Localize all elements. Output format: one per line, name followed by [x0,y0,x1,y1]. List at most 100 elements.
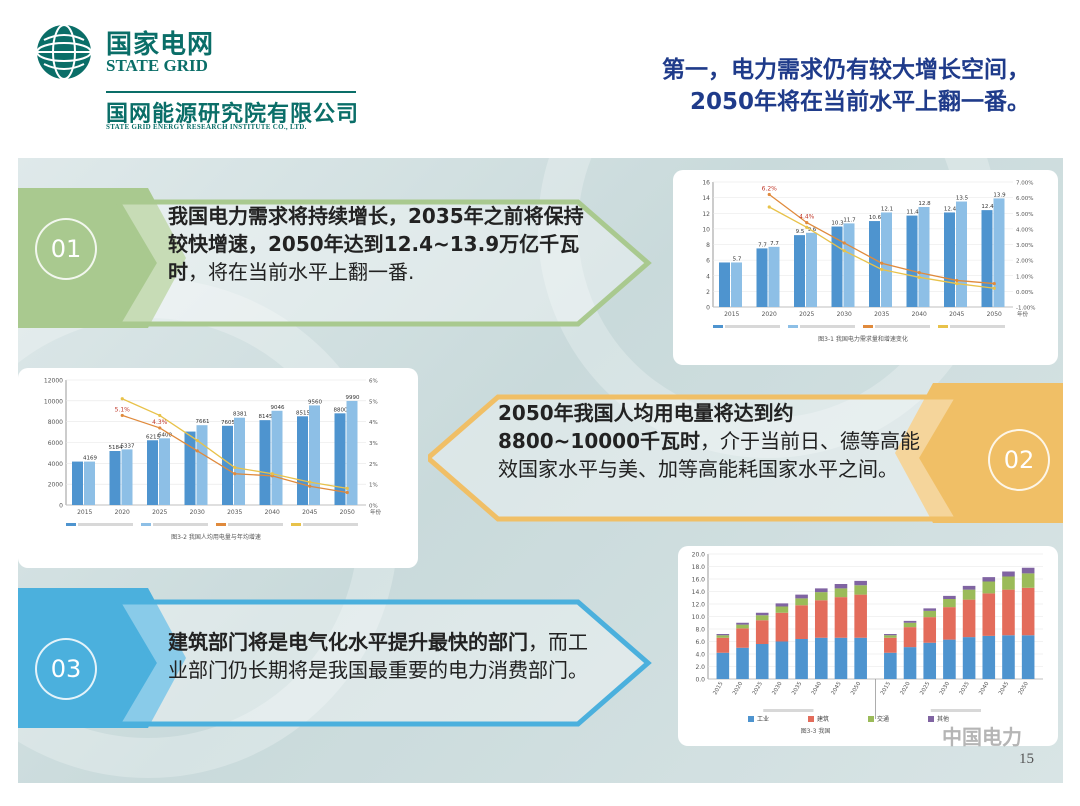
x-tick-label: 2020 [900,681,912,697]
stacked-segment [962,589,976,600]
stacked-segment [884,637,897,653]
x-tick-label: 2020 [115,509,130,516]
legend-entry-placeholder [800,325,855,328]
y-tick-label: 6.0 [695,639,705,646]
stacked-segment [1002,571,1015,577]
y2-tick-label: 4.00% [1016,227,1033,233]
bar-label: 5.7 [733,256,742,262]
stacked-segment [923,617,937,643]
org-name-cn: 国家电网 [106,30,215,60]
y2-tick-label: 3.00% [1016,243,1033,249]
x-tick-label: 2040 [978,681,990,697]
stacked-segment [923,610,937,618]
legend-swatch [808,716,814,722]
chart-card-2: 0 2000 4000 6000 8000 10000 12000 0% 1% 2% 3% 4% 5% 6… [18,368,418,568]
growth-point [805,221,809,225]
stacked-segment [1002,576,1015,590]
y-tick-label: 2.0 [695,664,705,671]
stacked-segment [854,585,867,595]
legend-entry-placeholder [153,523,208,526]
growth-point [805,225,809,229]
x-tick-label: 2035 [227,509,242,516]
growth-label: 5.1% [115,406,131,413]
org-name-en: STATE GRID [106,56,208,75]
growth-point [120,413,124,418]
stacked-segment [903,627,917,648]
x-tick-label: 2035 [791,681,803,697]
x-tick-label: 2030 [190,509,205,516]
bar-label: 7.7 [758,242,767,248]
y-tick-label: 0 [706,305,710,312]
growth-point [233,465,237,470]
bar-label: 9.5 [796,229,805,235]
bar [981,210,993,307]
stacked-segment [943,607,956,640]
stacked-segment [814,588,828,593]
growth-point [992,281,996,286]
y-tick-label: 18.0 [692,564,706,571]
stacked-segment [854,637,867,679]
bar-label: 8145 [259,414,273,420]
growth-point [158,426,162,430]
y2-tick-label: 6% [369,379,378,385]
growth-point [767,205,771,209]
growth-point [767,192,771,197]
stacked-segment [834,588,848,598]
y-tick-label: 16 [702,180,710,187]
stacked-segment [736,647,749,679]
stacked-segment [755,615,769,621]
bar [719,262,730,307]
content-panel: 01 我国电力需求将持续增长，2035年之前将保持较快增速，2050年达到12.… [18,158,1063,783]
stacked-segment [854,594,867,638]
stacked-segment [884,634,897,636]
stacked-segment [795,639,808,679]
state-grid-logo [36,24,92,80]
bar [806,232,817,307]
y2-tick-label: 0% [369,504,378,510]
x-tick-label: 2015 [77,509,92,516]
x-tick-label: 2015 [712,681,724,697]
growth-point [880,261,884,265]
stacked-segment [814,592,828,601]
x-tick-label: 2025 [919,681,931,697]
chart-card-3: 0.0 2.0 4.0 6.0 8.0 10.0 12.0 14.0 16.0 18.0 20.0 2… [678,546,1058,746]
legend-label: 交通 [877,715,889,723]
bar-label: 5337 [121,443,135,449]
group-label-placeholder [930,709,981,712]
y-tick-label: 12000 [44,378,63,385]
x-tick-label: 2050 [1018,681,1030,697]
y2-tick-label: 5% [369,399,378,405]
bar-label: 12.8 [918,201,931,207]
stacked-segment [834,597,848,638]
bar [768,246,780,307]
stacked-segment [1021,573,1035,588]
y-tick-label: 16.0 [692,577,706,584]
x-tick-label: 2045 [831,681,843,697]
legend-label: 工业 [757,715,769,723]
legend-swatch [788,325,798,328]
x-tick-label: 2040 [912,311,927,318]
chart-caption: 图3-3 我国 [801,727,831,735]
growth-point [345,486,349,490]
y-tick-label: 14 [702,195,710,202]
per-capita-electricity-chart: 0 2000 4000 6000 8000 10000 12000 0% 1% 2% 3% 4% 5% 6… [44,378,382,542]
x-tick-label: 2035 [874,311,889,318]
legend-entry-placeholder [228,523,283,526]
stacked-segment [736,628,749,648]
y-tick-label: 10 [702,226,710,233]
y-tick-label: 8 [706,242,710,249]
stacked-segment [943,599,956,608]
point-02-bold: 2050年我国人均用电量将达到约8800~10000千瓦时 [498,401,794,453]
page-number: 15 [1019,751,1034,767]
bar-label: 10.3 [831,221,844,227]
stacked-segment [716,652,730,679]
bar-label: 9046 [271,405,285,411]
bar-label: 7661 [196,419,210,425]
institute-name-en: STATE GRID ENERGY RESEARCH INSTITUTE CO.… [106,123,307,131]
x-tick-label: 2025 [752,681,764,697]
stacked-segment [834,637,848,679]
bar-label: 8515 [296,410,310,416]
y-tick-label: 12.0 [692,602,706,609]
stacked-segment [716,634,730,636]
legend-swatch [713,325,723,328]
